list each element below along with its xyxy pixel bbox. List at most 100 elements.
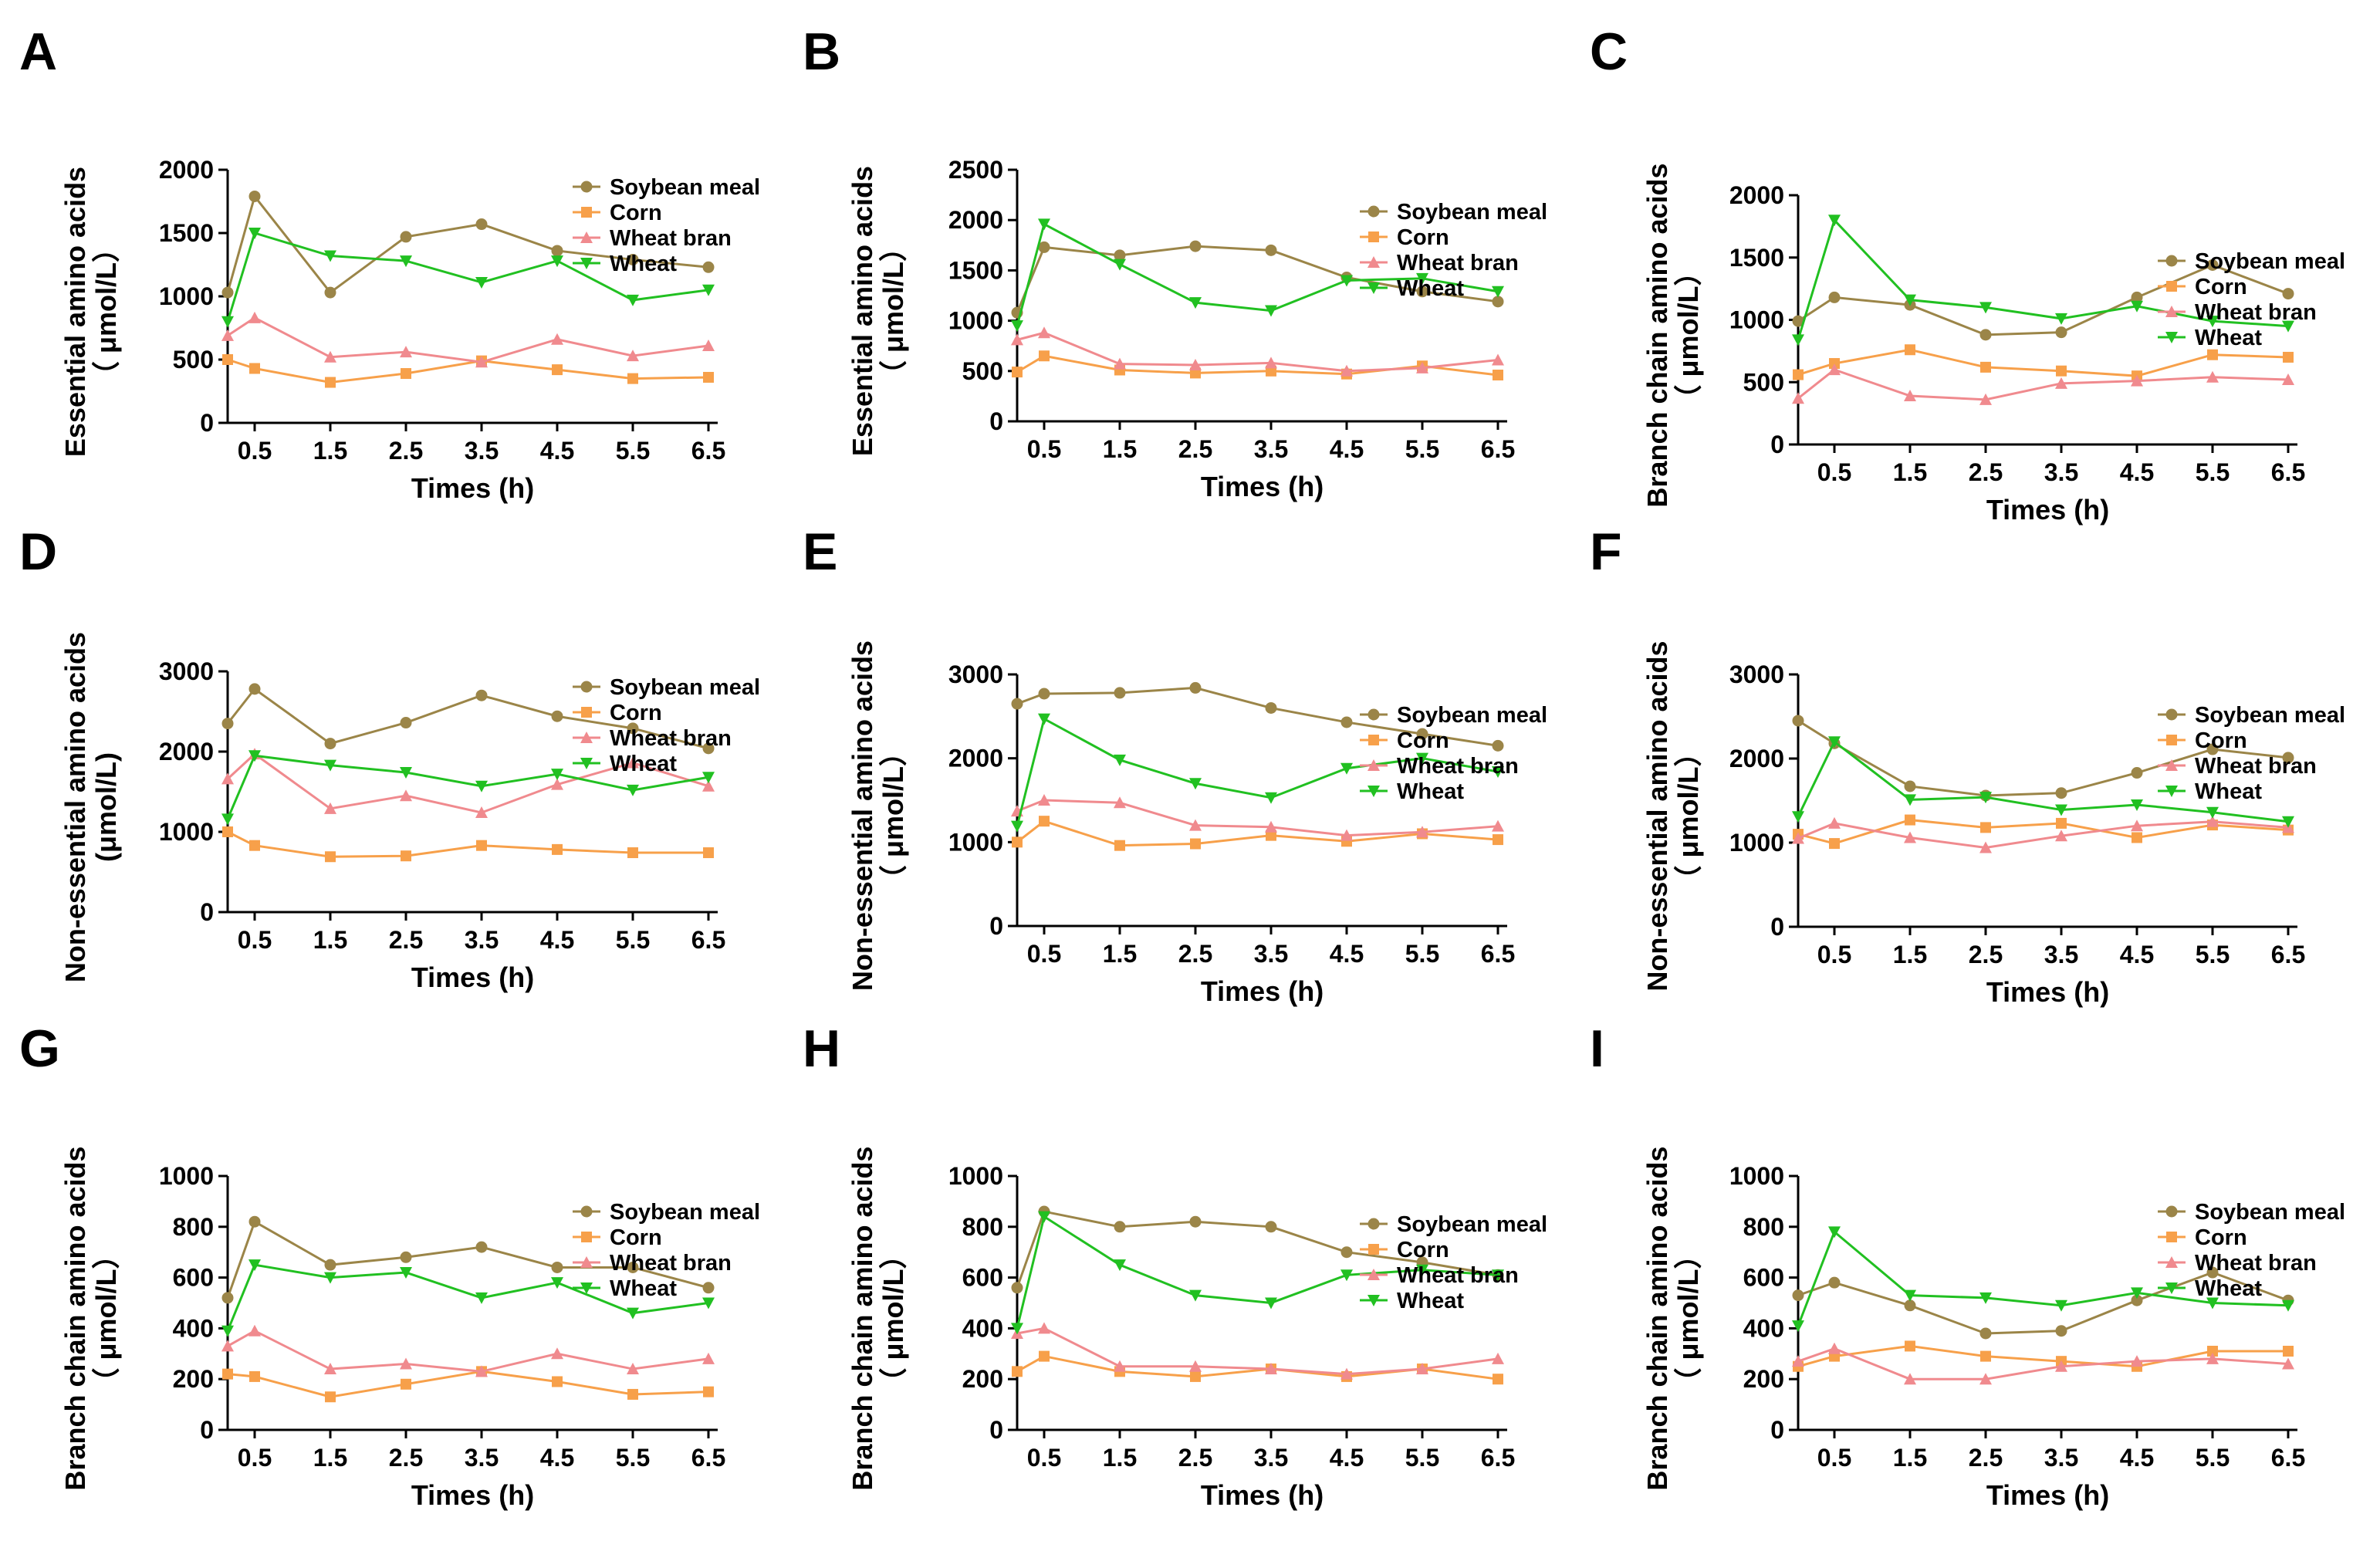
x-axis-title: Times (h) xyxy=(1201,471,1324,502)
x-tick-label: 4.5 xyxy=(2120,1444,2154,1472)
legend-marker xyxy=(2166,735,2177,745)
x-tick-label: 6.5 xyxy=(691,1444,725,1472)
series-wheat-bran xyxy=(1011,794,1504,841)
x-tick-label: 1.5 xyxy=(1893,1444,1927,1472)
data-point-corn xyxy=(249,840,260,851)
x-tick-label: 1.5 xyxy=(1103,1444,1137,1472)
x-tick-label: 5.5 xyxy=(616,1444,650,1472)
y-axis-title-line: Branch chain amino acids xyxy=(1641,1146,1673,1490)
data-point-wheat xyxy=(1828,736,1841,749)
data-point-corn xyxy=(1829,838,1840,850)
x-tick-label: 0.5 xyxy=(1027,435,1061,463)
panel-letter: I xyxy=(1590,1019,1604,1078)
data-point-wheat xyxy=(1904,294,1916,306)
panel-a: A 0 500 1000 1500 2000 0.5 1.5 2.5 3.5 4.5 5.5 6.5 Ti… xyxy=(19,22,760,504)
legend-item-wheat-bran: Wheat bran xyxy=(573,726,732,751)
y-tick-label: 200 xyxy=(962,1365,1003,1393)
legend-item-corn: Corn xyxy=(1360,1238,1449,1262)
panel-letter: A xyxy=(19,22,57,81)
x-tick-label: 0.5 xyxy=(238,926,272,954)
x-axis-title: Times (h) xyxy=(1986,976,2109,1008)
data-point-wheat-bran xyxy=(1340,364,1353,377)
legend-marker xyxy=(1368,1244,1379,1255)
series-line-corn xyxy=(227,1370,709,1398)
data-point-soybean-meal xyxy=(1904,780,1916,792)
y-tick-label: 2000 xyxy=(159,156,214,184)
panel-letter: D xyxy=(19,522,57,581)
data-point-wheat xyxy=(475,276,488,289)
legend-marker xyxy=(2166,1232,2177,1242)
y-axis-title-line: Essential amino acids xyxy=(847,166,878,456)
series-line-corn xyxy=(1016,354,1499,377)
data-point-soybean-meal xyxy=(1792,315,1804,327)
panel-letter: C xyxy=(1590,22,1628,81)
y-tick-label: 2000 xyxy=(1729,745,1784,772)
data-point-wheat xyxy=(702,1297,715,1310)
data-point-corn xyxy=(552,843,563,855)
legend-marker xyxy=(2166,281,2177,292)
series-line-wheat xyxy=(1797,739,2289,823)
legend-marker xyxy=(1367,759,1380,771)
data-point-corn xyxy=(1114,840,1125,851)
series-soybean-meal xyxy=(1011,240,1504,319)
data-point-soybean-meal xyxy=(248,1215,261,1228)
data-point-corn xyxy=(1190,838,1201,850)
series-wheat-bran xyxy=(1792,1342,2294,1385)
data-point-soybean-meal xyxy=(1011,698,1023,710)
series-line-wheat-bran xyxy=(1016,331,1499,373)
y-axis-title-line: Non-essential amino acids xyxy=(59,632,91,982)
legend-label: Soybean meal xyxy=(2195,703,2345,728)
legend-item-wheat-bran: Wheat bran xyxy=(573,1251,732,1276)
series-corn xyxy=(1793,344,2294,382)
data-point-corn xyxy=(249,363,260,374)
data-point-corn xyxy=(1266,830,1276,841)
legend-label: Wheat bran xyxy=(2195,754,2317,779)
legend-item-wheat-bran: Wheat bran xyxy=(1360,754,1519,779)
legend-label: Corn xyxy=(610,201,662,225)
x-tick-label: 2.5 xyxy=(1178,435,1212,463)
series-line-wheat xyxy=(226,1263,709,1332)
data-point-soybean-meal xyxy=(1265,701,1277,714)
legend-marker xyxy=(1367,786,1380,797)
data-point-wheat-bran xyxy=(221,329,234,341)
series-soybean-meal xyxy=(1011,681,1504,752)
legend-marker xyxy=(1367,1218,1380,1230)
y-tick-label: 400 xyxy=(962,1314,1003,1342)
data-point-soybean-meal xyxy=(1340,716,1353,728)
data-point-wheat xyxy=(1038,1211,1050,1223)
data-point-wheat xyxy=(221,316,234,328)
data-point-soybean-meal xyxy=(627,253,639,265)
legend-item-soybean-meal: Soybean meal xyxy=(573,675,760,700)
legend-label: Corn xyxy=(610,1225,662,1250)
legend-item-soybean-meal: Soybean meal xyxy=(2158,703,2345,728)
y-tick-label: 0 xyxy=(1770,1416,1784,1444)
legend-item-soybean-meal: Soybean meal xyxy=(1360,703,1547,728)
data-point-wheat-bran xyxy=(2206,1352,2219,1364)
data-point-wheat xyxy=(248,1259,261,1272)
x-axis-title: Times (h) xyxy=(411,472,534,504)
data-point-soybean-meal xyxy=(1416,728,1428,740)
y-tick-label: 1500 xyxy=(1729,244,1784,272)
series-line-wheat-bran xyxy=(1797,1347,2289,1380)
x-tick-label: 6.5 xyxy=(2271,1444,2305,1472)
data-point-wheat-bran xyxy=(1038,794,1050,806)
y-tick-label: 0 xyxy=(200,1416,214,1444)
y-axis-title-line: （ μmol/L） xyxy=(877,738,909,893)
data-point-wheat-bran xyxy=(1114,1360,1126,1372)
legend-label: Corn xyxy=(2195,275,2247,299)
data-point-corn xyxy=(1793,369,1804,380)
legend-label: Wheat bran xyxy=(610,1251,732,1276)
data-point-wheat-bran xyxy=(1265,357,1277,369)
legend-label: Wheat xyxy=(610,1276,677,1301)
series-soybean-meal xyxy=(221,190,715,299)
data-point-soybean-meal xyxy=(1038,241,1050,253)
panel-e: E 0 1000 2000 3000 0.5 1.5 2.5 3.5 4.5 5.5 6.5 Times… xyxy=(803,522,1547,1007)
series-line-wheat xyxy=(1797,218,2289,340)
x-tick-label: 3.5 xyxy=(465,926,499,954)
data-point-wheat-bran xyxy=(1038,326,1050,339)
data-point-soybean-meal xyxy=(627,1261,639,1273)
x-tick-label: 5.5 xyxy=(616,437,650,465)
data-point-wheat xyxy=(2055,1299,2067,1312)
data-point-corn xyxy=(1980,822,1991,833)
